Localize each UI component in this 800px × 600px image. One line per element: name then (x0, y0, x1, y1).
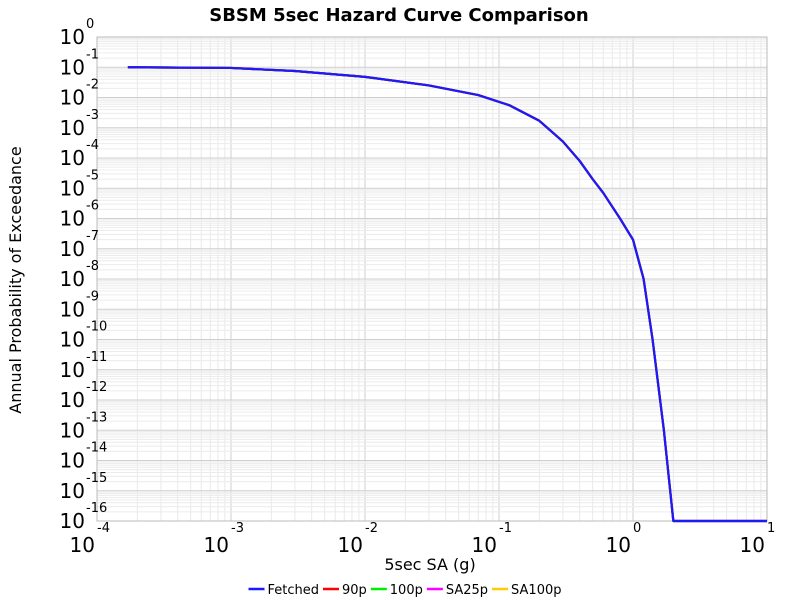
y-tick-base: 10 (60, 509, 85, 533)
y-tick-label: 10-4 (60, 138, 99, 170)
y-tick-exponent: -10 (86, 320, 107, 335)
x-tick-label: 10-2 (338, 521, 378, 557)
y-tick-exponent: -13 (86, 410, 107, 425)
series-line-sa100p (127, 66, 767, 523)
y-tick-base: 10 (60, 449, 85, 473)
legend-item-90p: 90p (322, 583, 367, 598)
y-tick-exponent: -3 (86, 108, 99, 123)
x-tick-base: 10 (606, 533, 631, 557)
y-tick-label: 10-7 (60, 229, 99, 261)
y-tick-base: 10 (60, 86, 85, 110)
legend-item-100p: 100p (370, 583, 423, 598)
y-tick-label: 10-5 (60, 168, 99, 200)
y-tick-label: 10-2 (60, 78, 99, 110)
y-tick-label: 10-14 (60, 441, 108, 473)
y-tick-label: 100 (60, 17, 95, 49)
y-tick-base: 10 (60, 55, 85, 79)
legend-item-sa25p: SA25p (426, 583, 488, 598)
y-tick-label: 10-3 (60, 108, 99, 140)
y-tick-label: 10-15 (60, 471, 108, 503)
y-tick-exponent: -8 (86, 259, 99, 274)
y-tick-exponent: -7 (86, 229, 99, 244)
y-tick-exponent: -16 (86, 501, 107, 516)
y-tick-base: 10 (60, 176, 85, 200)
y-tick-exponent: -15 (86, 471, 107, 486)
y-tick-label: 10-11 (60, 350, 108, 382)
plot-area (96, 36, 768, 522)
x-axis-label: 5sec SA (g) (384, 555, 475, 574)
y-tick-base: 10 (60, 237, 85, 261)
y-tick-label: 10-1 (60, 47, 99, 79)
y-tick-label: 10-9 (60, 289, 99, 321)
x-tick-label: 100 (606, 521, 642, 557)
x-tick-exponent: 0 (633, 521, 641, 536)
x-tick-base: 10 (338, 533, 363, 557)
legend-item-fetched: Fetched (248, 583, 319, 598)
legend-label: SA25p (446, 583, 488, 598)
x-tick-base: 10 (204, 533, 229, 557)
series-line-100p (127, 66, 767, 523)
legend: Fetched 90p 100p SA25p SA100p (248, 583, 562, 598)
grid (96, 37, 767, 522)
series-line-fetched (127, 66, 767, 523)
x-tick-exponent: -3 (231, 521, 244, 536)
y-tick-label: 10-8 (60, 259, 99, 291)
y-tick-exponent: -5 (86, 168, 99, 183)
x-tick-base: 10 (472, 533, 497, 557)
chart-title: SBSM 5sec Hazard Curve Comparison (209, 5, 589, 26)
y-axis-ticks: 10010-110-210-310-410-510-610-710-810-91… (60, 17, 108, 533)
y-tick-base: 10 (60, 358, 85, 382)
legend-label: 100p (390, 583, 423, 598)
y-tick-base: 10 (60, 297, 85, 321)
x-tick-exponent: -2 (365, 521, 378, 536)
y-tick-exponent: -1 (86, 47, 99, 62)
y-tick-exponent: -2 (86, 78, 99, 93)
x-tick-exponent: -1 (499, 521, 512, 536)
x-tick-exponent: 1 (767, 521, 775, 536)
y-tick-label: 10-12 (60, 380, 108, 412)
legend-label: SA100p (511, 583, 561, 598)
x-tick-base: 10 (70, 533, 95, 557)
y-tick-exponent: -9 (86, 289, 99, 304)
y-tick-base: 10 (60, 418, 85, 442)
x-tick-base: 10 (740, 533, 765, 557)
y-tick-label: 10-16 (60, 501, 108, 533)
x-tick-label: 10-4 (70, 521, 110, 557)
legend-label: 90p (342, 583, 367, 598)
y-tick-base: 10 (60, 207, 85, 231)
y-tick-base: 10 (60, 388, 85, 412)
y-tick-exponent: -6 (86, 199, 99, 214)
x-tick-label: 10-3 (204, 521, 244, 557)
y-tick-base: 10 (60, 328, 85, 352)
y-tick-label: 10-13 (60, 410, 108, 442)
x-tick-exponent: -4 (97, 521, 110, 536)
y-tick-base: 10 (60, 25, 85, 49)
series-line-sa25p (127, 66, 767, 523)
y-tick-exponent: 0 (86, 17, 94, 32)
y-tick-exponent: -14 (86, 441, 107, 456)
y-tick-exponent: -4 (86, 138, 99, 153)
y-axis-label: Annual Probability of Exceedance (6, 146, 25, 413)
x-tick-label: 101 (740, 521, 776, 557)
y-tick-base: 10 (60, 479, 85, 503)
y-tick-label: 10-6 (60, 199, 99, 231)
series-layer (127, 66, 767, 523)
series-line-90p (127, 66, 767, 523)
y-tick-base: 10 (60, 267, 85, 291)
y-tick-base: 10 (60, 146, 85, 170)
y-tick-label: 10-10 (60, 320, 108, 352)
y-tick-exponent: -11 (86, 350, 107, 365)
y-tick-base: 10 (60, 116, 85, 140)
y-tick-exponent: -12 (86, 380, 107, 395)
legend-item-sa100p: SA100p (492, 583, 562, 598)
x-tick-label: 10-1 (472, 521, 512, 557)
legend-label: Fetched (267, 583, 319, 598)
